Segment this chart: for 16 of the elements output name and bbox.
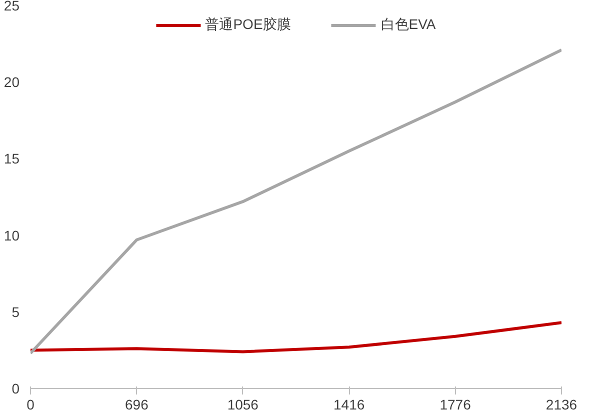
y-tick-label: 5 bbox=[12, 304, 20, 320]
y-tick-label: 15 bbox=[4, 150, 20, 167]
y-tick-label: 10 bbox=[4, 227, 20, 244]
x-tick-label: 1416 bbox=[334, 396, 365, 412]
line-series bbox=[30, 321, 562, 354]
x-tick-label: 1056 bbox=[227, 396, 259, 412]
x-tick-label: 696 bbox=[125, 396, 149, 412]
y-tick-label: 20 bbox=[4, 74, 20, 90]
x-tick-label: 2136 bbox=[546, 396, 578, 412]
y-tick-label: 25 bbox=[4, 0, 20, 14]
x-tick-label: 0 bbox=[26, 396, 35, 412]
legend-label: 普通POE胶膜 bbox=[205, 16, 291, 34]
legend-label: 白色EVA bbox=[380, 16, 436, 34]
line-series bbox=[30, 48, 562, 355]
y-tick-label: 0 bbox=[12, 380, 20, 396]
x-tick-label: 1776 bbox=[440, 396, 472, 412]
